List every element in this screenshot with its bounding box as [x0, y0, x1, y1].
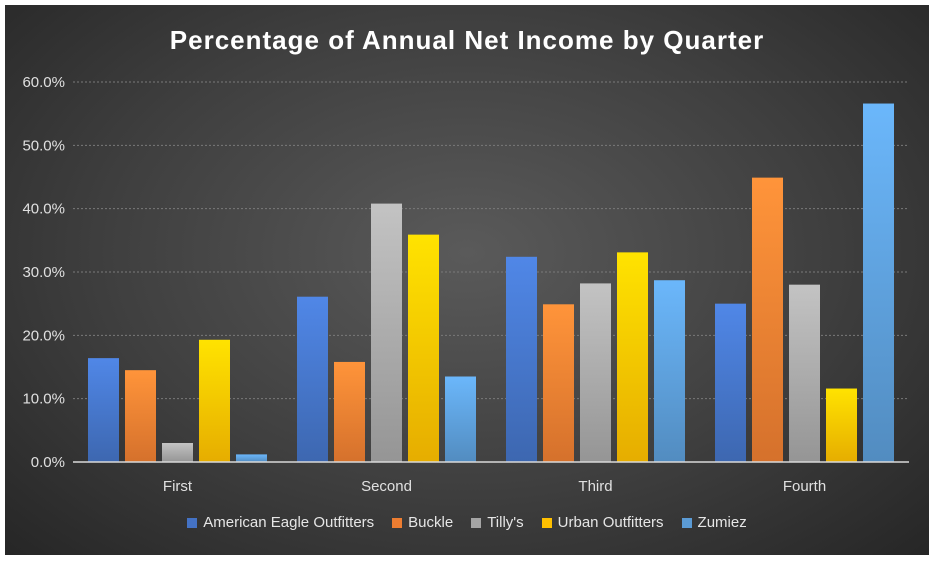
y-tick-label: 30.0%	[22, 264, 65, 281]
bar	[826, 388, 857, 462]
x-tick-label: Fourth	[783, 478, 826, 495]
legend-label: Tilly's	[487, 514, 524, 531]
legend-swatch	[541, 517, 552, 528]
bar	[125, 370, 156, 462]
bar	[617, 252, 648, 462]
x-tick-label: Second	[361, 478, 412, 495]
bar	[752, 177, 783, 462]
legend-swatch	[681, 517, 692, 528]
legend-label: American Eagle Outfitters	[203, 514, 375, 531]
bar	[408, 234, 439, 462]
bar	[654, 280, 685, 462]
legend-swatch	[187, 517, 198, 528]
bar	[715, 303, 746, 462]
legend-item: Urban Outfitters	[541, 514, 664, 531]
chart-plot: 0.0% 10.0% 20.0% 30.0% 40.0% 50.0% 60.0% First S…	[22, 74, 909, 495]
bar	[580, 283, 611, 462]
bar	[445, 376, 476, 462]
chart-legend: American Eagle Outfitters Buckle Tilly's Ur…	[5, 514, 929, 531]
legend-item: Tilly's	[471, 514, 524, 531]
legend-item: American Eagle Outfitters	[187, 514, 374, 531]
bar	[506, 256, 537, 462]
legend-label: Urban Outfitters	[557, 514, 664, 531]
bar	[543, 304, 574, 462]
chart-title: Percentage of Annual Net Income by Quart…	[169, 25, 765, 55]
bar	[863, 103, 894, 463]
bar	[334, 361, 365, 462]
y-tick-label: 0.0%	[31, 454, 65, 471]
bar	[88, 358, 119, 462]
bar	[789, 284, 820, 462]
y-tick-label: 20.0%	[22, 327, 65, 344]
legend-item: Buckle	[392, 514, 453, 531]
x-tick-label: First	[163, 478, 193, 495]
bar	[297, 296, 328, 462]
bar	[199, 339, 230, 462]
y-tick-label: 60.0%	[22, 74, 65, 91]
legend-label: Buckle	[408, 514, 454, 531]
bar	[162, 443, 193, 462]
y-tick-label: 40.0%	[22, 201, 65, 218]
legend-item: Zumiez	[681, 514, 747, 531]
legend-swatch	[392, 517, 403, 528]
x-tick-label: Third	[578, 478, 612, 495]
y-tick-label: 10.0%	[22, 391, 65, 408]
bar	[371, 203, 402, 462]
legend-label: Zumiez	[697, 514, 747, 531]
legend-swatch	[471, 517, 482, 528]
chart-frame: Percentage of Annual Net Income by Quart…	[5, 5, 929, 555]
y-tick-label: 50.0%	[22, 137, 65, 154]
bar	[236, 454, 267, 462]
